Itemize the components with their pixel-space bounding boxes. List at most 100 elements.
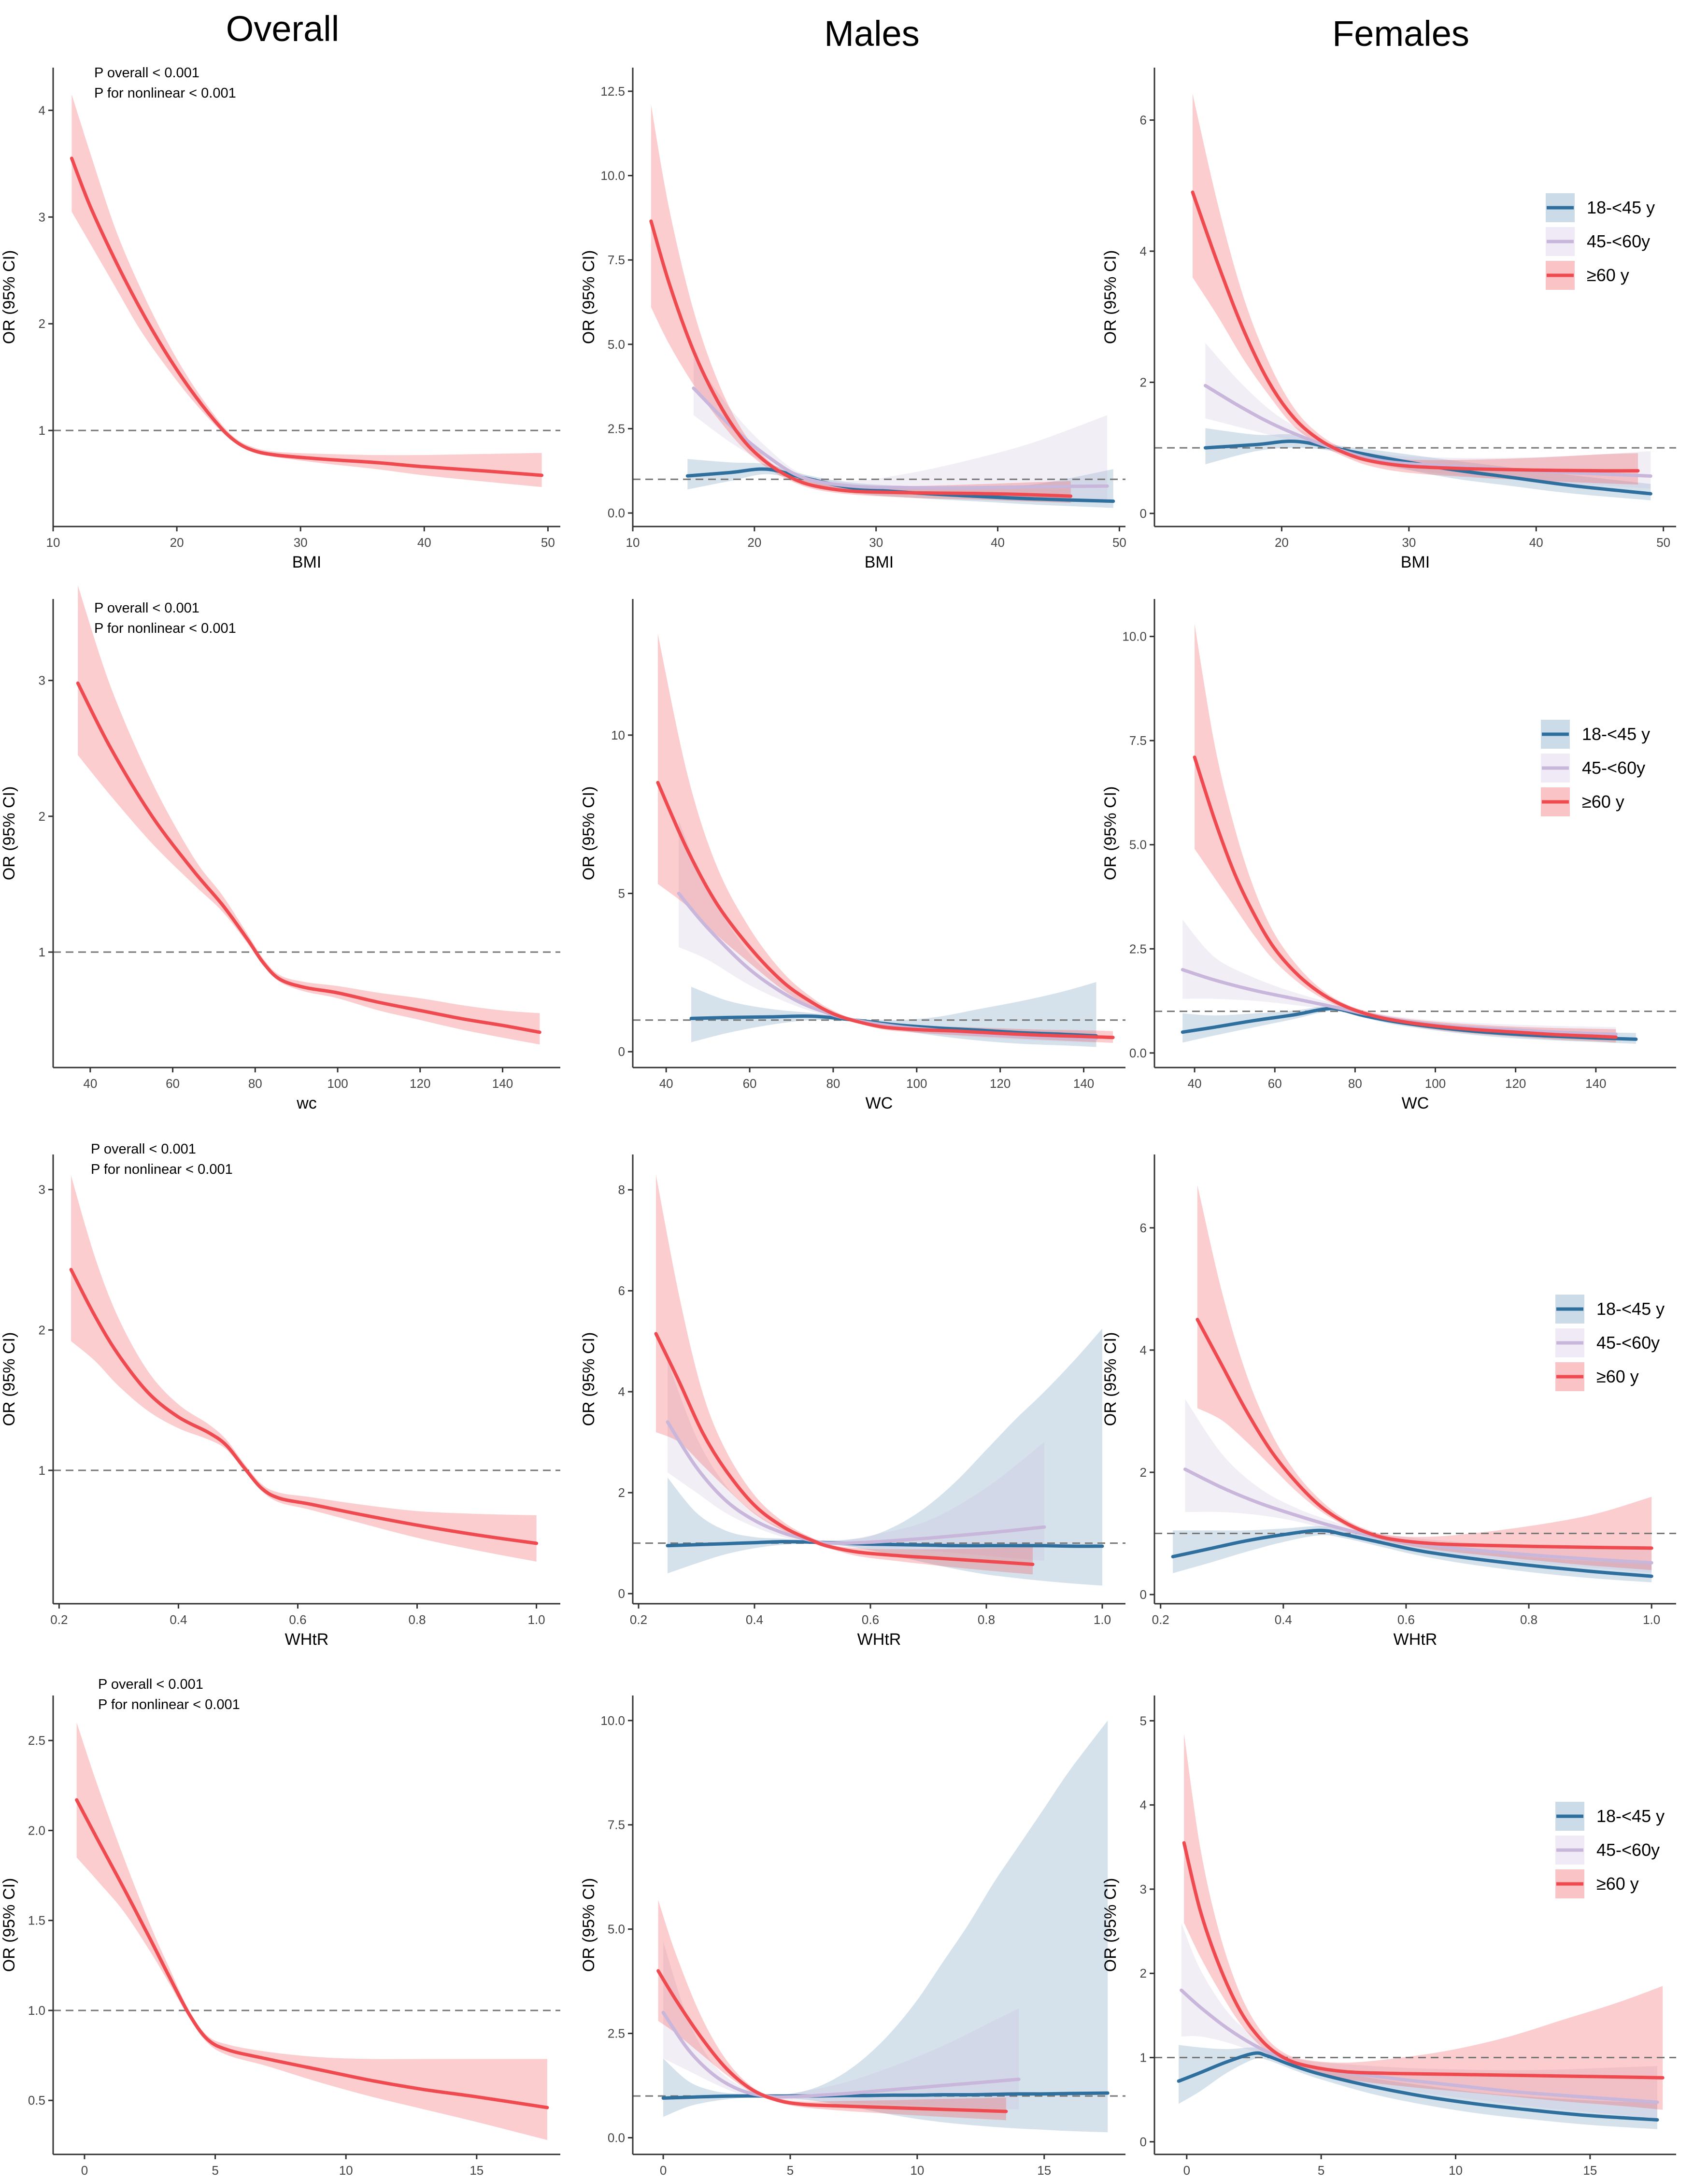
x-tick-label: 40 [1529,535,1543,550]
panel-bri-males: 0.02.55.07.510.0051015BRIOR (95% CI) [580,1696,1125,2178]
y-tick-label: 1 [39,423,45,438]
x-tick-label: 10 [339,2163,353,2178]
panel-bri-females: 012345051015BRIOR (95% CI)18-<45 y45-<60… [1101,1696,1676,2178]
curve-young [661,2091,1110,2100]
curve-young [1171,1528,1653,1578]
y-tick-label: 2.5 [28,1733,45,1748]
curve-older [649,219,1073,498]
x-tick-label: 100 [906,1076,927,1091]
legend-label-older: ≥60 y [1582,792,1624,812]
curve-young [685,467,1115,503]
x-tick-label: 120 [410,1076,430,1091]
ci-band-middle [679,820,1096,1043]
legend: 18-<45 y 45-<60y ≥60 y [1555,1295,1665,1391]
y-axis-title: OR (95% CI) [0,1878,18,1972]
x-tick-label: 40 [659,1076,673,1091]
curve-older [70,157,544,477]
y-axis-title: OR (95% CI) [1101,1332,1120,1426]
curve-older [656,781,1115,1040]
x-tick-label: 30 [1402,535,1416,550]
column-title-females: Females [1332,14,1469,54]
y-tick-label: 2 [1140,1465,1147,1480]
legend-label-young: 18-<45 y [1596,1806,1665,1826]
panel-whtr-overall: 1 2 3 0.2 0.4 0.6 0.8 1.0 WHtR OR (95% CI) P overa… [0,1141,560,1649]
panel-bmi-males: 0.0 2.5 5.0 7.5 10.0 12.5 10 20 30 40 50 BMI OR (95%… [580,68,1126,571]
legend: 18-<45 y 45-<60y ≥60 y [1546,193,1655,290]
y-tick-label: 2.0 [28,1823,45,1838]
curve-older [1182,1841,1665,2080]
ci-band-older [1197,1185,1652,1570]
legend-label-middle: 45-<60y [1582,758,1645,778]
y-tick-label: 4 [1140,244,1147,258]
y-tick-label: 5.0 [608,337,625,352]
panel-whtr-females: 0 2 4 6 0.2 0.4 0.6 0.8 1.0 WHtR OR (95% CI) 18-<45… [1101,1154,1676,1649]
p-value-annotation: P for nonlinear < 0.001 [94,85,236,101]
x-tick-label: 60 [166,1076,180,1091]
y-tick-label: 0.0 [608,2130,625,2145]
legend-label-older: ≥60 y [1596,1367,1639,1386]
x-tick-label: 140 [492,1076,513,1091]
x-axis-title: WHtR [857,1630,901,1649]
x-tick-label: 40 [991,535,1005,550]
curve-older [69,1268,539,1545]
curve-older [75,1798,549,2109]
x-tick-label: 0.4 [1275,1612,1292,1627]
y-axis-title: OR (95% CI) [1101,250,1120,344]
legend-label-middle: 45-<60y [1587,231,1650,251]
y-tick-label: 4 [1140,1343,1147,1357]
curve-older [656,1969,1008,2113]
x-tick-label: 120 [990,1076,1011,1091]
y-tick-label: 10.0 [600,169,625,183]
legend-label-young: 18-<45 y [1582,724,1650,744]
y-tick-label: 1.0 [28,2003,45,2018]
x-tick-label: 40 [1188,1076,1202,1091]
y-tick-label: 5 [1140,1713,1147,1728]
column-title-overall: Overall [226,9,339,49]
x-tick-label: 80 [1348,1076,1362,1091]
ci-band-young [663,1720,1108,2133]
x-tick-label: 5 [787,2163,794,2178]
y-tick-label: 12.5 [600,84,625,99]
curve-middle [661,2010,1021,2099]
x-axis-title: BMI [1401,553,1430,571]
x-tick-label: 120 [1505,1076,1526,1091]
y-tick-label: 2 [39,316,45,331]
x-axis-title: BMI [292,553,321,571]
curve-middle [1203,384,1652,478]
y-tick-label: 5.0 [1129,838,1147,852]
y-tick-label: 0 [618,1044,625,1059]
curve-older [76,681,541,1034]
x-tick-label: 0.2 [630,1612,647,1627]
x-tick-label: 0.6 [1397,1612,1415,1627]
y-tick-label: 2.5 [608,2026,625,2041]
x-tick-label: 10 [626,535,640,550]
y-tick-label: 4 [1140,1798,1147,1812]
x-tick-label: 10 [46,535,60,550]
x-axis-title: WC [1402,1094,1429,1112]
x-tick-label: 0 [660,2163,667,2178]
ci-band-older [76,1722,547,2140]
ci-band-middle [668,1361,1044,1561]
y-tick-label: 6 [1140,113,1147,128]
p-value-annotation: P for nonlinear < 0.001 [91,1162,233,1177]
curve-older [1191,190,1640,473]
y-tick-label: 0.0 [1129,1046,1147,1060]
ci-band-older [71,1175,537,1562]
ci-band-young [1173,1526,1652,1582]
x-tick-label: 10 [1449,2163,1463,2178]
y-axis-title: OR (95% CI) [580,1332,598,1426]
x-axis-title: BMI [865,553,894,571]
ci-band-middle [663,1941,1019,2109]
x-tick-label: 0.4 [170,1612,187,1627]
x-axis-title: WHtR [285,1630,329,1649]
ci-band-older [1184,1733,1663,2110]
x-tick-label: 20 [747,535,761,550]
p-value-annotation: P for nonlinear < 0.001 [98,1697,240,1712]
legend-label-middle: 45-<60y [1596,1840,1660,1860]
legend-label-middle: 45-<60y [1596,1333,1660,1353]
y-tick-label: 6 [618,1283,625,1298]
y-tick-label: 2 [618,1485,625,1500]
y-tick-label: 2 [1140,1966,1147,1981]
x-tick-label: 0.6 [289,1612,306,1627]
